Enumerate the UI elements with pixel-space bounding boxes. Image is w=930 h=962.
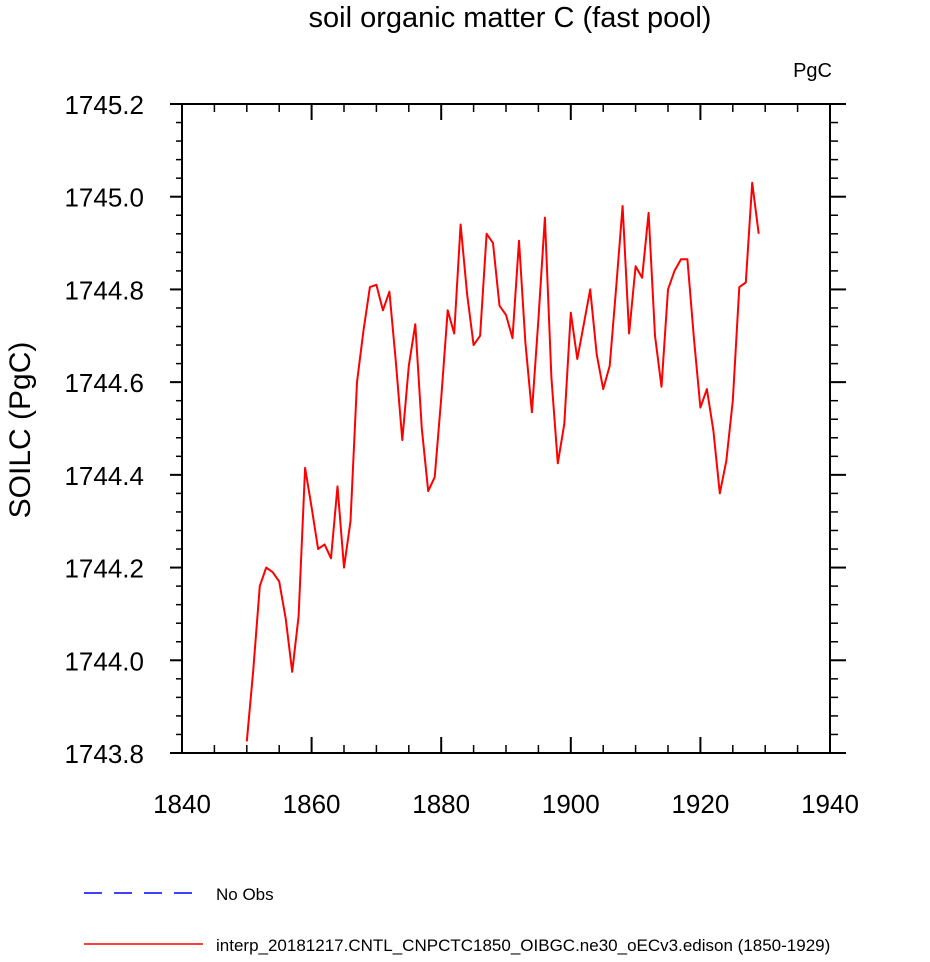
y-tick-label: 1744.8 bbox=[64, 275, 144, 305]
units-label: PgC bbox=[793, 60, 832, 82]
y-axis-label: SOILC (PgC) bbox=[4, 342, 37, 519]
y-tick-label: 1743.8 bbox=[64, 739, 144, 769]
axis-ticks: 1840 1860 1880 1900 1920 1940 1743.8 1744.0 1744… bbox=[64, 90, 858, 819]
y-tick-label: 1744.2 bbox=[64, 554, 144, 584]
y-tick-label: 1745.0 bbox=[64, 183, 144, 213]
x-tick-label: 1900 bbox=[542, 789, 600, 819]
x-tick-label: 1840 bbox=[153, 789, 211, 819]
legend-label: interp_20181217.CNTL_CNPCTC1850_OIBGC.ne… bbox=[216, 936, 830, 955]
series-layer bbox=[245, 181, 760, 742]
legend: No Obs interp_20181217.CNTL_CNPCTC1850_OI… bbox=[84, 885, 830, 955]
y-tick-label: 1744.4 bbox=[64, 461, 144, 491]
y-tick-label: 1744.6 bbox=[64, 368, 144, 398]
x-tick-label: 1940 bbox=[801, 789, 859, 819]
x-tick-label: 1920 bbox=[671, 789, 729, 819]
y-tick-label: 1745.2 bbox=[64, 90, 144, 120]
chart-title: soil organic matter C (fast pool) bbox=[309, 2, 712, 34]
legend-label: No Obs bbox=[216, 885, 274, 904]
plot-frame bbox=[181, 103, 831, 754]
series-line bbox=[245, 181, 760, 742]
y-tick-label: 1744.0 bbox=[64, 646, 144, 676]
x-tick-label: 1880 bbox=[412, 789, 470, 819]
x-tick-label: 1860 bbox=[283, 789, 341, 819]
